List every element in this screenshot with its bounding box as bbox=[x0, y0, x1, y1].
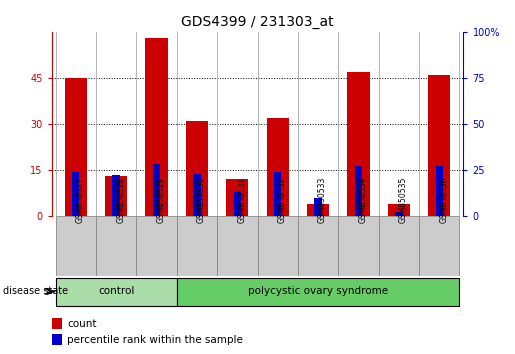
Bar bbox=[136, 216, 177, 276]
Bar bbox=[56, 216, 96, 276]
Bar bbox=[355, 166, 362, 216]
Bar bbox=[379, 216, 419, 276]
Bar bbox=[395, 212, 403, 216]
Bar bbox=[338, 216, 379, 276]
Bar bbox=[315, 198, 322, 216]
Text: GSM850531: GSM850531 bbox=[237, 177, 246, 223]
Text: GSM850533: GSM850533 bbox=[318, 177, 327, 223]
Bar bbox=[234, 192, 241, 216]
Text: disease state: disease state bbox=[3, 286, 67, 296]
Text: GSM850534: GSM850534 bbox=[358, 177, 368, 223]
Text: GSM850527: GSM850527 bbox=[76, 177, 85, 223]
Bar bbox=[52, 318, 62, 329]
Bar bbox=[298, 216, 338, 276]
Bar bbox=[193, 173, 200, 216]
Bar bbox=[56, 278, 177, 306]
Bar bbox=[226, 179, 248, 216]
Bar bbox=[177, 278, 459, 306]
Text: GSM850536: GSM850536 bbox=[439, 177, 448, 223]
Text: GSM850530: GSM850530 bbox=[197, 177, 206, 223]
Text: polycystic ovary syndrome: polycystic ovary syndrome bbox=[248, 286, 388, 296]
Bar bbox=[177, 216, 217, 276]
Bar bbox=[96, 216, 136, 276]
Text: control: control bbox=[98, 286, 134, 296]
Bar bbox=[274, 172, 281, 216]
Bar bbox=[105, 176, 127, 216]
Title: GDS4399 / 231303_at: GDS4399 / 231303_at bbox=[181, 16, 334, 29]
Text: percentile rank within the sample: percentile rank within the sample bbox=[67, 335, 243, 345]
Text: GSM850528: GSM850528 bbox=[116, 177, 125, 223]
Bar bbox=[72, 172, 79, 216]
Text: GSM850532: GSM850532 bbox=[278, 177, 287, 223]
Bar bbox=[186, 121, 208, 216]
Bar bbox=[388, 204, 410, 216]
Text: count: count bbox=[67, 319, 97, 329]
Bar bbox=[258, 216, 298, 276]
Bar bbox=[428, 75, 451, 216]
Bar bbox=[153, 164, 160, 216]
Bar bbox=[145, 38, 167, 216]
Bar bbox=[436, 166, 443, 216]
Bar bbox=[267, 118, 289, 216]
Bar bbox=[419, 216, 459, 276]
Bar bbox=[64, 78, 87, 216]
Bar bbox=[52, 334, 62, 346]
Bar bbox=[217, 216, 258, 276]
Bar bbox=[307, 204, 329, 216]
Bar bbox=[112, 176, 120, 216]
Bar bbox=[348, 72, 370, 216]
Text: GSM850535: GSM850535 bbox=[399, 177, 408, 223]
Text: GSM850529: GSM850529 bbox=[157, 177, 165, 223]
